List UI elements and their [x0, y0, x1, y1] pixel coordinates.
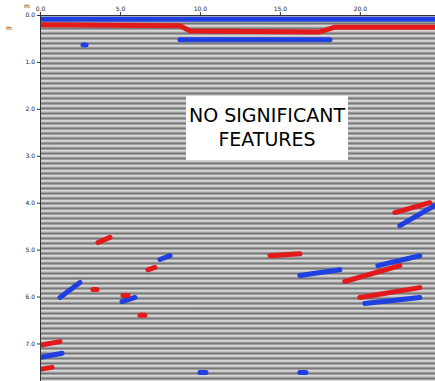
tick-label: 0.0: [36, 5, 46, 12]
tick-label: 2.0: [25, 105, 35, 112]
tick-mark: [37, 343, 40, 344]
chart: 0.0 5.0 10.0 15.0 20.0 0.0 1.0 2.0 3.0 4.0 5.0 6.0 7…: [0, 0, 435, 381]
axis-line: [37, 16, 41, 381]
reflector: [180, 37, 330, 42]
reflector: [360, 288, 420, 298]
reflectors: [40, 19, 435, 372]
reflector: [270, 254, 300, 256]
annotation-text: FEATURES: [218, 128, 315, 150]
reflector: [83, 43, 86, 48]
tick-mark: [37, 109, 40, 110]
tick: 20.0: [354, 5, 368, 15]
y-axis-label: m: [6, 24, 12, 31]
plot: [40, 15, 435, 381]
tick-label: 7.0: [25, 340, 35, 347]
tick-label: 1.0: [25, 58, 35, 65]
reflector: [40, 367, 52, 369]
annotation-text: NO SIGNIFICANT: [189, 104, 345, 126]
tick-mark: [37, 62, 40, 63]
tick: 1.0: [25, 58, 40, 65]
tick: 0.0: [36, 5, 46, 15]
reflector: [122, 297, 135, 301]
tick-mark: [37, 15, 40, 16]
tick-label: 15.0: [274, 5, 288, 12]
tick: 5.0: [116, 5, 126, 15]
tick: 7.0: [25, 340, 40, 347]
tick-label: 0.0: [25, 11, 35, 18]
tick-label: 3.0: [25, 152, 35, 159]
reflector: [140, 313, 145, 318]
reflector: [40, 353, 62, 357]
tick: 4.0: [25, 199, 40, 206]
tick-mark: [200, 12, 201, 15]
axis-line: [41, 12, 435, 16]
radar-background: [40, 15, 435, 381]
tick-label: 6.0: [25, 293, 35, 300]
tick-label: 4.0: [25, 199, 35, 206]
tick: 6.0: [25, 293, 40, 300]
tick-label: 5.0: [25, 246, 35, 253]
reflector: [395, 203, 430, 213]
tick-label: 20.0: [354, 5, 368, 12]
x-axis-label: m: [24, 2, 30, 9]
reflector: [148, 267, 155, 269]
tick-label: 5.0: [116, 5, 126, 12]
tick: 0.0: [25, 11, 40, 18]
tick-label: 10.0: [194, 5, 208, 12]
y-axis: 0.0 1.0 2.0 3.0 4.0 5.0 6.0 7.0: [25, 11, 40, 381]
reflector: [93, 287, 97, 292]
reflector: [40, 342, 60, 346]
tick-mark: [40, 12, 41, 15]
tick-mark: [37, 156, 40, 157]
reflector: [365, 297, 420, 303]
annotation: NO SIGNIFICANTFEATURES: [186, 96, 348, 160]
tick-mark: [360, 12, 361, 15]
reflector: [200, 370, 206, 375]
tick: 15.0: [274, 5, 288, 15]
tick-mark: [37, 297, 40, 298]
reflector: [345, 266, 400, 282]
tick-mark: [37, 250, 40, 251]
annotation-box: [186, 96, 348, 160]
reflector: [300, 270, 340, 276]
tick-mark: [37, 203, 40, 204]
tick: 5.0: [25, 246, 40, 253]
tick-mark: [280, 12, 281, 15]
reflector: [300, 370, 306, 375]
x-axis: 0.0 5.0 10.0 15.0 20.0: [36, 5, 435, 16]
reflector: [40, 25, 435, 32]
tick-mark: [120, 12, 121, 15]
tick: 10.0: [194, 5, 208, 15]
reflector: [60, 282, 80, 297]
reflector: [98, 237, 110, 242]
reflector: [123, 293, 128, 298]
reflector: [160, 256, 170, 260]
reflector: [40, 17, 435, 22]
tick: 3.0: [25, 152, 40, 159]
tick: 2.0: [25, 105, 40, 112]
